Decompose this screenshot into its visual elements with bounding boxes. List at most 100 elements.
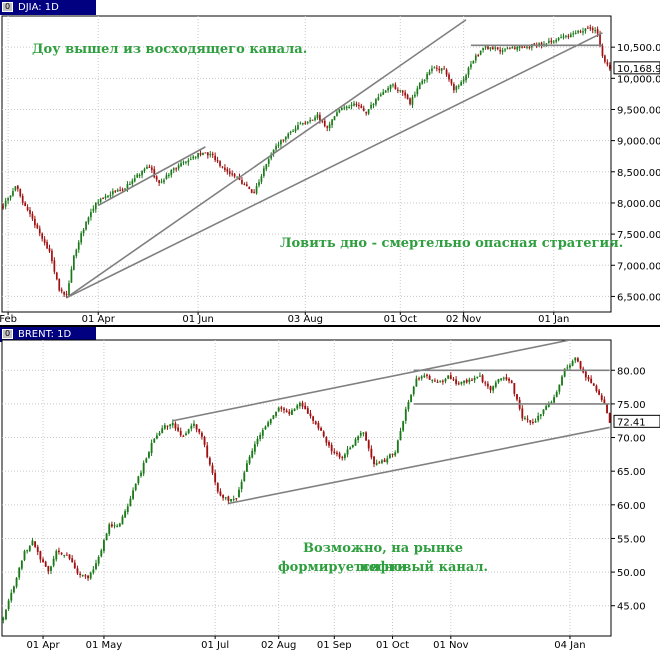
candle-body: [19, 188, 22, 197]
candle-body: [311, 119, 314, 121]
candle-body: [502, 377, 505, 379]
candle-body: [230, 499, 232, 502]
candle-body: [479, 50, 482, 55]
candle-body: [185, 161, 187, 163]
candle-body: [431, 68, 433, 72]
candle-body: [26, 550, 29, 552]
candle-body: [606, 62, 609, 65]
candle-body: [89, 572, 92, 579]
candle-body: [209, 154, 212, 156]
candle-body: [180, 163, 182, 167]
candle-body: [343, 454, 346, 458]
candle-body: [2, 618, 5, 620]
candle-body: [386, 458, 389, 463]
candle-body: [359, 433, 362, 436]
candle-body: [126, 183, 129, 189]
candle-body: [219, 491, 222, 496]
candle-body: [560, 37, 562, 39]
candle-body: [338, 109, 341, 113]
candle-body: [418, 83, 421, 90]
candle-body: [272, 415, 275, 419]
x-tick-label: 01 Jan: [538, 314, 569, 325]
candle-body: [345, 106, 348, 109]
trend-line: [97, 146, 206, 207]
candle-body: [579, 31, 582, 33]
candle-body: [124, 188, 126, 190]
candle-body: [142, 462, 145, 474]
candle-body: [131, 180, 134, 185]
pane-separator[interactable]: [0, 325, 660, 327]
candle-body: [399, 90, 402, 92]
candle-body: [367, 440, 370, 449]
candle-body: [577, 30, 579, 33]
candle-body: [275, 411, 277, 416]
candle-body: [301, 123, 304, 125]
candle-body: [291, 410, 293, 415]
candle-body: [473, 377, 476, 381]
candle-body: [388, 454, 391, 459]
last-price-tag: [613, 414, 660, 428]
djia-chart-panel[interactable]: 0 DJIA: 1D 6,500.00 7,000.00 7,500.00 8,000…: [0, 0, 660, 326]
candle-body: [245, 463, 248, 472]
candle-body: [31, 213, 34, 219]
candle-body: [608, 412, 611, 423]
candle-body: [146, 166, 148, 169]
candle-body: [584, 371, 587, 378]
candle-body: [236, 176, 238, 178]
brent-chart-panel[interactable]: 0 BRENT: 1D 45.00 50.00 55.00 60.00 65.00 70.…: [0, 327, 660, 654]
candle-body: [601, 45, 604, 56]
candle-body: [71, 558, 74, 563]
candle-body: [251, 450, 254, 458]
candle-body: [233, 174, 236, 177]
candle-body: [284, 136, 287, 140]
candle-body: [404, 92, 407, 96]
candle-body: [594, 30, 597, 32]
candle-body: [576, 358, 579, 362]
candle-body: [111, 191, 114, 195]
candle-body: [505, 377, 508, 380]
last-price-tag: [613, 61, 660, 75]
candle-body: [153, 438, 156, 443]
candle-body: [158, 180, 160, 183]
candle-body: [314, 117, 316, 121]
candle-body: [510, 380, 513, 384]
candle-body: [312, 416, 315, 421]
brent-title-tab[interactable]: 0 BRENT: 1D: [0, 327, 96, 342]
candle-body: [396, 440, 399, 453]
candle-body: [255, 186, 258, 194]
candle-body: [351, 444, 354, 448]
candle-body: [36, 224, 39, 229]
candle-body: [260, 176, 263, 182]
candle-body: [109, 194, 112, 196]
candle-body: [203, 437, 206, 445]
candle-body: [587, 27, 589, 29]
candle-body: [336, 112, 338, 117]
candle-body: [450, 79, 453, 84]
candle-body: [293, 408, 296, 411]
candle-body: [407, 402, 410, 410]
candle-body: [428, 375, 431, 380]
candle-body: [232, 499, 235, 501]
candle-body: [462, 79, 465, 82]
candle-body: [472, 60, 475, 64]
candle-body: [452, 379, 455, 381]
candle-body: [590, 378, 593, 384]
candle-body: [435, 67, 438, 69]
candle-body: [60, 552, 63, 555]
candle-body: [253, 444, 256, 452]
brent-note-line1: Возможно, на рынке нефти: [302, 541, 464, 575]
candle-body: [224, 497, 227, 499]
candle-body: [365, 111, 368, 114]
djia-title-tab[interactable]: 0 DJIA: 1D: [0, 0, 96, 15]
candle-body: [211, 465, 214, 473]
candle-body: [65, 554, 68, 556]
candle-body: [77, 242, 80, 250]
candle-body: [219, 161, 221, 166]
candle-body: [211, 153, 214, 156]
candle-body: [381, 460, 383, 463]
y-tick-label: 65.00: [617, 467, 646, 478]
candle-body: [406, 94, 409, 100]
candle-body: [189, 159, 192, 161]
candle-body: [362, 432, 365, 434]
candle-body: [582, 31, 584, 33]
